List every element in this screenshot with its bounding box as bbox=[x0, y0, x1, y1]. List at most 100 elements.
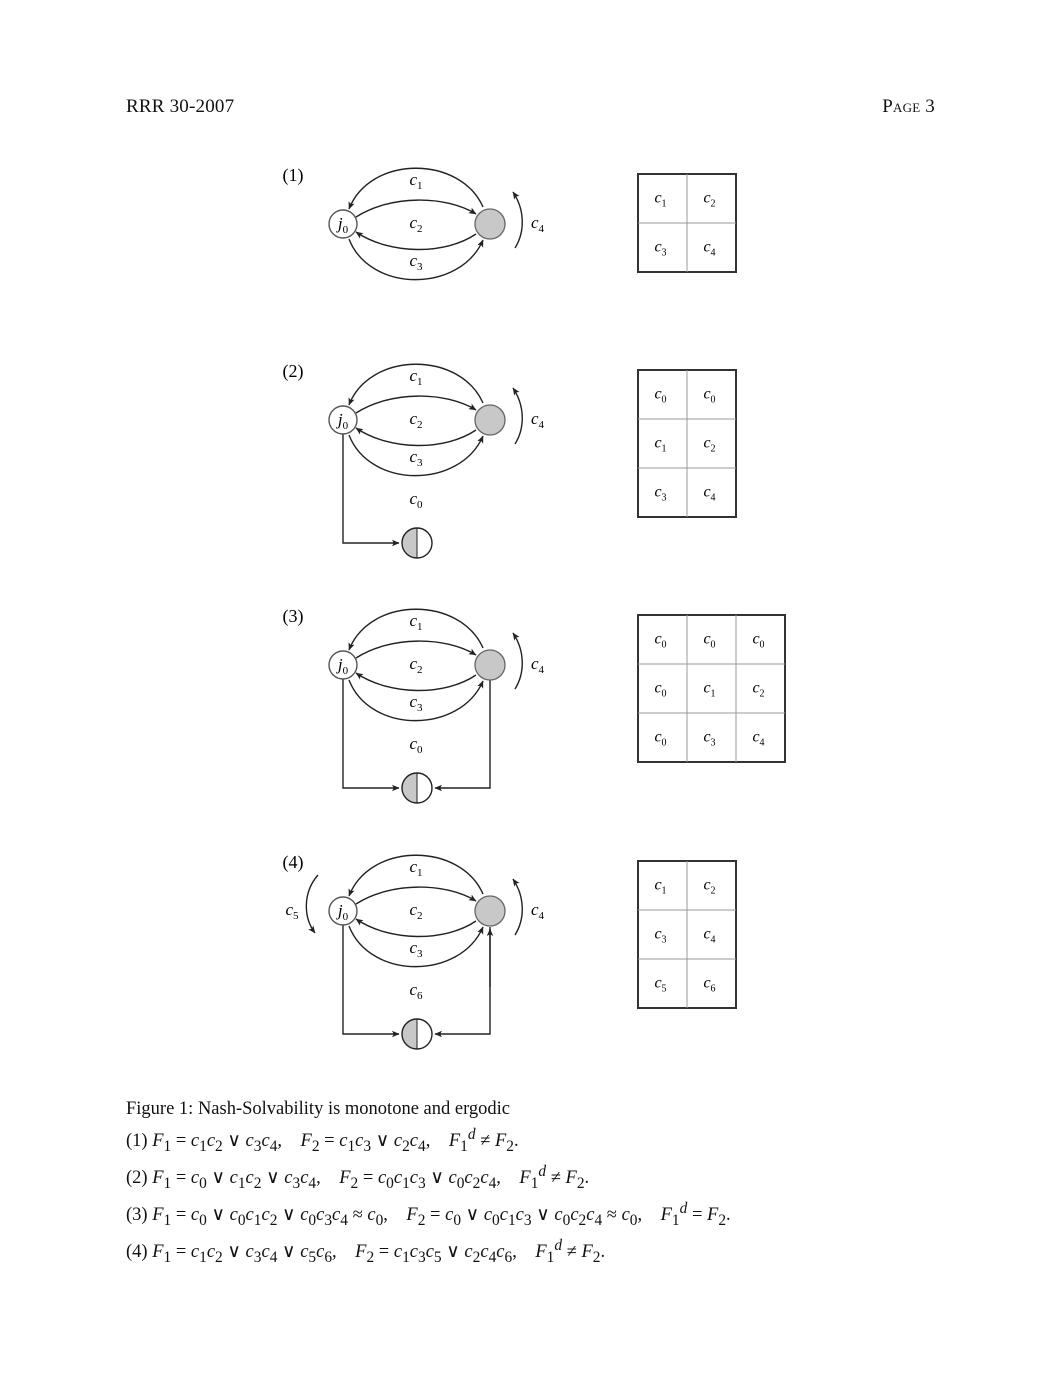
edge-c1 bbox=[348, 608, 484, 651]
edge-c3-inner bbox=[355, 427, 477, 447]
edge-c3-outer bbox=[348, 238, 484, 281]
caption-title: Figure 1: Nash-Solvability is monotone a… bbox=[126, 1099, 511, 1119]
edge-label-c4: c4 bbox=[531, 213, 545, 235]
table-cell: c0 bbox=[654, 386, 666, 406]
caption-line-1: (1) F1 = c1c2 ∨ c3c4, F2 = c1c3 ∨ c2c4, … bbox=[126, 1126, 519, 1155]
edge-label-c3: c3 bbox=[409, 251, 423, 273]
edge-label-c2: c2 bbox=[409, 409, 422, 431]
table-cell: c4 bbox=[703, 239, 715, 259]
terminal-node-fill bbox=[402, 528, 417, 558]
figure-panel-3: (3) c1 c2 c3 c4 c0 j0 c0 c0 c0 c0 c1 c2 c0 c3 c4 bbox=[283, 606, 786, 804]
node-j0-label: j0 bbox=[336, 901, 349, 923]
table-border bbox=[637, 614, 786, 763]
loop-c4 bbox=[512, 878, 523, 936]
table-cell: c1 bbox=[654, 190, 666, 210]
table-cell: c2 bbox=[752, 680, 764, 700]
table-cell: c5 bbox=[654, 975, 666, 995]
edge-c2 bbox=[355, 395, 477, 414]
node-opponent bbox=[474, 895, 506, 927]
edge-right-to-terminal bbox=[434, 679, 491, 792]
table-cell: c3 bbox=[654, 239, 666, 259]
table-cell: c0 bbox=[654, 680, 666, 700]
node-j0 bbox=[328, 650, 358, 680]
table-cell: c3 bbox=[703, 729, 715, 749]
terminal-node-fill bbox=[402, 773, 417, 803]
terminal-node-fill bbox=[402, 1019, 417, 1049]
payoff-table: c1 c2 c3 c4 bbox=[637, 173, 737, 273]
edge-c2 bbox=[355, 640, 477, 659]
loop-c4 bbox=[512, 632, 523, 690]
caption-line-2: (2) F1 = c0 ∨ c1c2 ∨ c3c4, F2 = c0c1c3 ∨… bbox=[126, 1162, 590, 1192]
edge-label-c2: c2 bbox=[409, 900, 422, 922]
caption-line-4: (4) F1 = c1c2 ∨ c3c4 ∨ c5c6, F2 = c1c3c5… bbox=[126, 1236, 606, 1266]
table-cell: c3 bbox=[654, 484, 666, 504]
loop-c4 bbox=[512, 387, 523, 445]
table-cell: c0 bbox=[654, 631, 666, 651]
table-cell: c0 bbox=[654, 729, 666, 749]
panel-number: (3) bbox=[283, 606, 304, 627]
edge-label-c4: c4 bbox=[531, 409, 545, 431]
table-cell: c0 bbox=[703, 631, 715, 651]
terminal-label: c6 bbox=[409, 980, 423, 1002]
node-opponent bbox=[474, 649, 506, 681]
figure-caption: Figure 1: Nash-Solvability is monotone a… bbox=[126, 1097, 731, 1269]
edge-label-c1: c1 bbox=[409, 857, 422, 879]
table-cell: c2 bbox=[703, 435, 715, 455]
table-cell: c1 bbox=[703, 680, 715, 700]
page-number: Page 3 bbox=[882, 96, 935, 117]
table-cell: c1 bbox=[654, 877, 666, 897]
table-cell: c0 bbox=[703, 386, 715, 406]
payoff-table: c0 c0 c0 c0 c1 c2 c0 c3 c4 bbox=[637, 614, 786, 763]
edge-label-c4: c4 bbox=[531, 900, 545, 922]
node-j0-label: j0 bbox=[336, 214, 349, 236]
table-cell: c2 bbox=[703, 877, 715, 897]
edge-c1 bbox=[348, 363, 484, 406]
edge-label-c3: c3 bbox=[409, 938, 423, 960]
edge-c3-outer bbox=[348, 925, 484, 968]
edge-c3-outer bbox=[348, 434, 484, 477]
edge-to-terminal bbox=[342, 434, 400, 547]
panel-number: (1) bbox=[283, 165, 304, 186]
edge-c2 bbox=[355, 199, 477, 218]
edge-c3-inner bbox=[355, 672, 477, 692]
table-cell: c4 bbox=[703, 484, 715, 504]
table-cell: c2 bbox=[703, 190, 715, 210]
edge-label-c2: c2 bbox=[409, 654, 422, 676]
figure-panel-1: (1) c1 c2 c3 c4 j0 c1 c2 c3 c4 bbox=[283, 165, 737, 281]
edge-c1 bbox=[348, 167, 484, 210]
payoff-table: c0 c0 c1 c2 c3 c4 bbox=[637, 369, 737, 518]
terminal-label: c0 bbox=[409, 489, 423, 511]
loop-c4 bbox=[512, 191, 523, 249]
caption-line-3: (3) F1 = c0 ∨ c0c1c2 ∨ c0c3c4 ≈ c0, F2 =… bbox=[126, 1199, 731, 1229]
edge-label-c5: c5 bbox=[285, 900, 299, 922]
edge-label-c3: c3 bbox=[409, 447, 423, 469]
edge-c3-inner bbox=[355, 918, 477, 938]
node-j0 bbox=[328, 896, 358, 926]
terminal-label: c0 bbox=[409, 734, 423, 756]
panel-number: (4) bbox=[283, 852, 304, 873]
table-cell: c1 bbox=[654, 435, 666, 455]
table-cell: c4 bbox=[703, 926, 715, 946]
edge-label-c1: c1 bbox=[409, 611, 422, 633]
edge-c2 bbox=[355, 886, 477, 905]
edge-right-to-terminal bbox=[434, 927, 491, 1038]
edge-label-c2: c2 bbox=[409, 213, 422, 235]
node-j0 bbox=[328, 209, 358, 239]
figure-panel-2: (2) c1 c2 c3 c4 c0 j0 c0 c0 c1 c2 c3 c4 bbox=[283, 361, 737, 559]
edge-to-terminal bbox=[342, 925, 400, 1038]
table-cell: c3 bbox=[654, 926, 666, 946]
table-cell: c4 bbox=[752, 729, 764, 749]
edge-to-terminal bbox=[342, 679, 400, 792]
edge-label-c1: c1 bbox=[409, 170, 422, 192]
edge-label-c4: c4 bbox=[531, 654, 545, 676]
running-header-left: RRR 30-2007 bbox=[126, 96, 235, 117]
node-j0-label: j0 bbox=[336, 655, 349, 677]
node-j0-label: j0 bbox=[336, 410, 349, 432]
edge-c1 bbox=[348, 854, 484, 897]
node-opponent bbox=[474, 208, 506, 240]
loop-c5 bbox=[305, 874, 319, 934]
node-j0 bbox=[328, 405, 358, 435]
payoff-table: c1 c2 c3 c4 c5 c6 bbox=[637, 860, 737, 1009]
table-cell: c0 bbox=[752, 631, 764, 651]
